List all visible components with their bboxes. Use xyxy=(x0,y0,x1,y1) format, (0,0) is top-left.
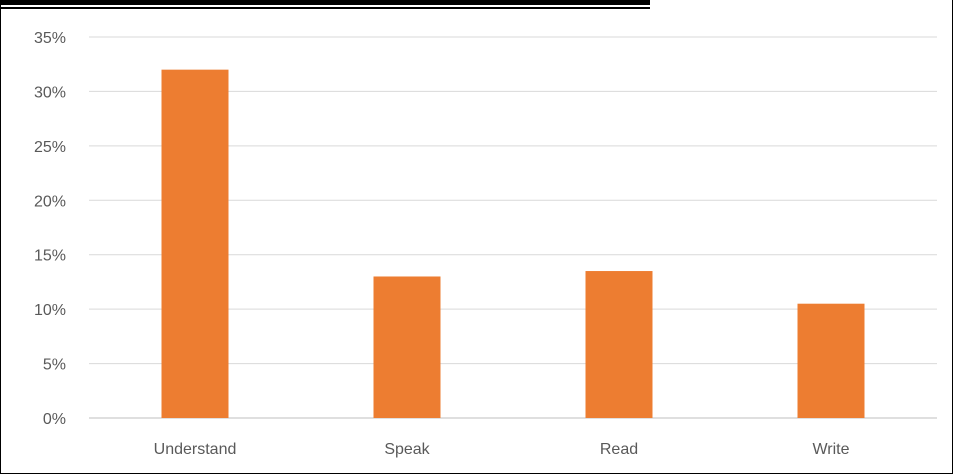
y-tick-label: 35% xyxy=(34,30,66,47)
y-tick-label: 5% xyxy=(43,357,66,374)
y-tick-label: 30% xyxy=(34,84,66,101)
y-axis-tick-labels: 0% 5% 10% 15% 20% 25% 30% 35% xyxy=(34,30,66,428)
y-tick-label: 25% xyxy=(34,139,66,156)
x-tick-label: Write xyxy=(812,441,849,458)
x-tick-label: Speak xyxy=(384,441,430,458)
y-tick-label: 20% xyxy=(34,193,66,210)
bar-speak xyxy=(373,276,441,418)
x-tick-label: Understand xyxy=(154,441,237,458)
bar-write xyxy=(797,303,865,418)
y-tick-label: 0% xyxy=(43,411,66,428)
gridlines xyxy=(89,36,937,419)
x-axis-tick-labels: Understand Speak Read Write xyxy=(154,441,850,458)
bar-understand xyxy=(161,69,229,419)
bars xyxy=(161,69,865,419)
bar-read xyxy=(585,271,653,418)
cropped-title-banner xyxy=(0,0,650,5)
x-tick-label: Read xyxy=(600,441,638,458)
y-tick-label: 10% xyxy=(34,302,66,319)
y-tick-label: 15% xyxy=(34,248,66,265)
cropped-title-underline xyxy=(0,7,650,9)
